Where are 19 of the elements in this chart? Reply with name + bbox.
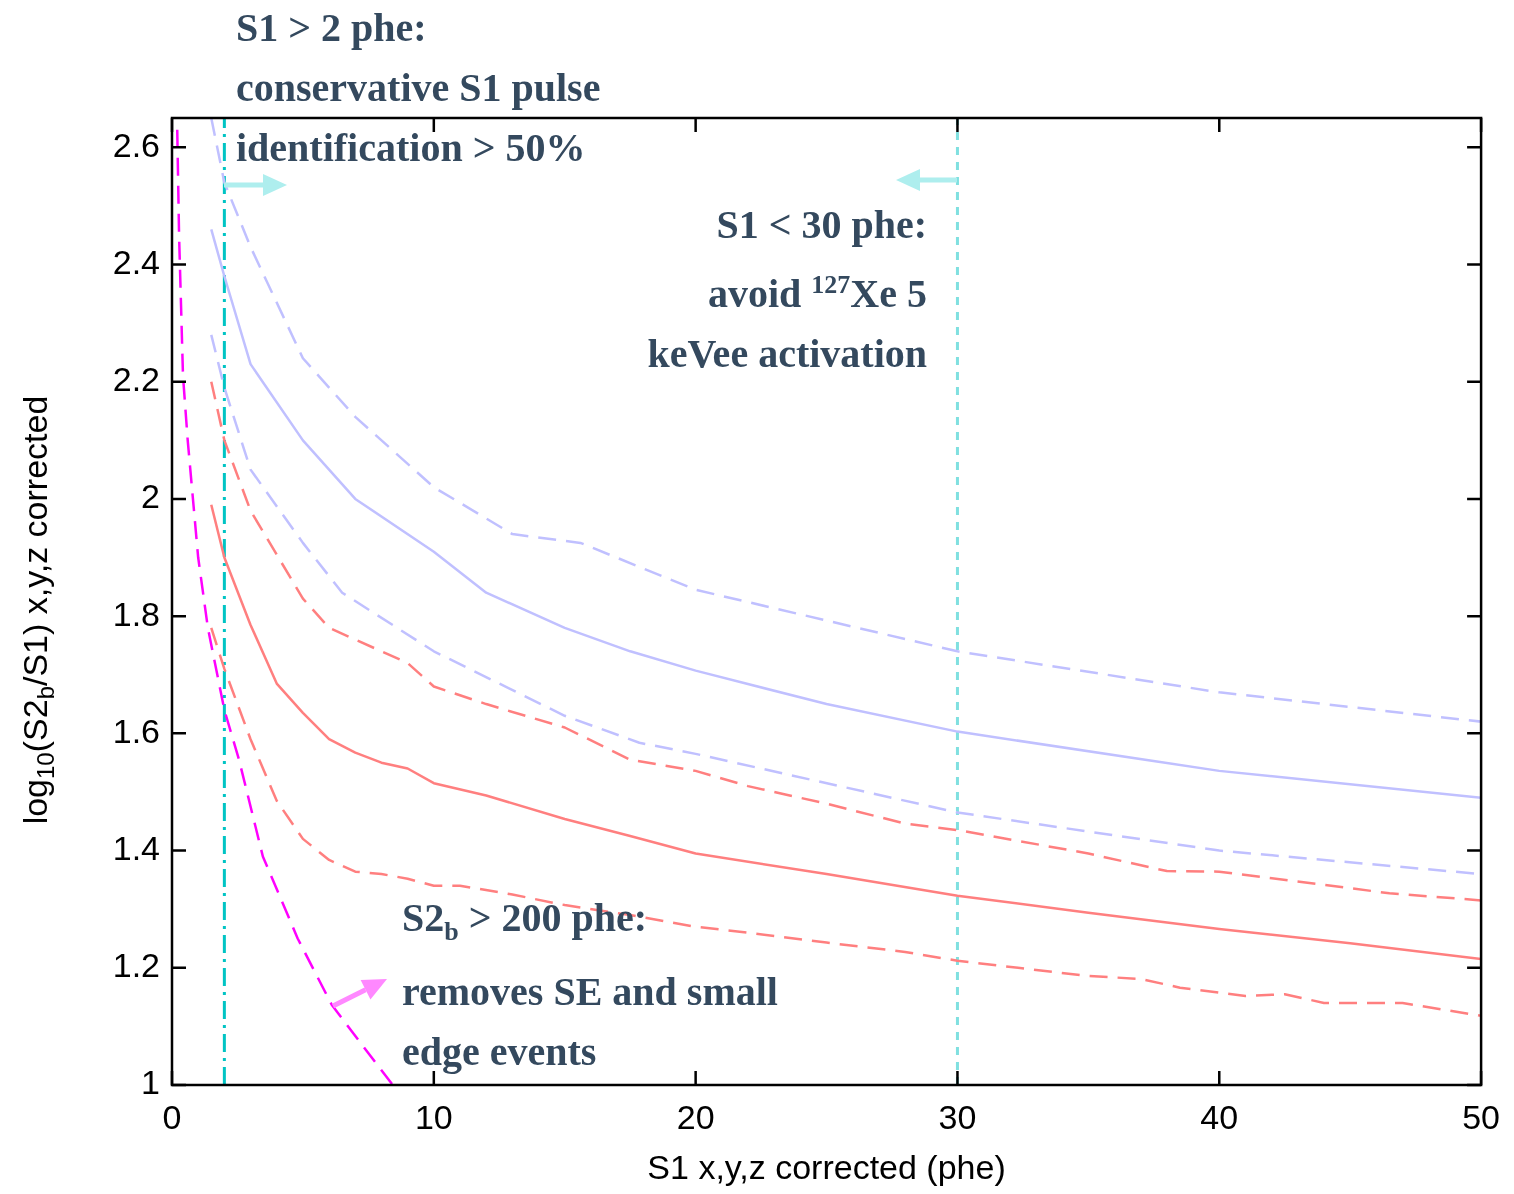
x-tick-label: 50 <box>1462 1097 1500 1136</box>
y-tick-label: 1.2 <box>112 946 160 985</box>
y-tick-label: 2.2 <box>112 360 160 399</box>
annotation: S1 > 2 phe: conservative S1 pulse identification > 50% <box>236 4 601 172</box>
annotation: S2$_{b}$ > 200 phe: removes SE and small edge events <box>402 894 778 1076</box>
y-tick-label: 2 <box>141 477 160 516</box>
y-tick-label: 1.6 <box>112 711 160 750</box>
y-tick-label: 2.6 <box>112 125 160 164</box>
y-tick-label: 1.8 <box>112 594 160 633</box>
annotation: S1 < 30 phe: avoid $^{127}$Xe 5 keVee activation <box>647 201 927 379</box>
x-tick-label: 40 <box>1200 1097 1239 1136</box>
x-tick-label: 10 <box>414 1097 453 1136</box>
x-tick-label: 30 <box>938 1097 977 1136</box>
x-tick-label: 20 <box>676 1097 715 1136</box>
x-axis-title: S1 x,y,z corrected (phe) <box>647 1147 1006 1186</box>
y-tick-label: 2.4 <box>112 242 160 281</box>
y-tick-label: 1.4 <box>112 828 160 867</box>
x-tick-label: 0 <box>162 1097 182 1136</box>
y-tick-label: 1 <box>141 1063 160 1102</box>
